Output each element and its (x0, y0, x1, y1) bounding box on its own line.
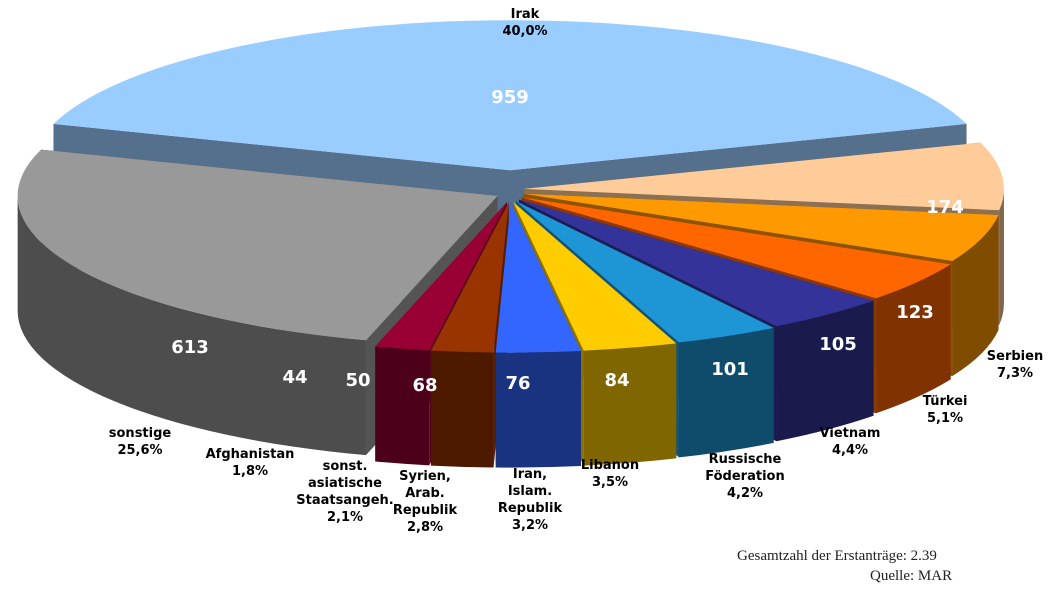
category-label: Syrien, Arab. Republik (393, 469, 458, 518)
slice-top (521, 197, 951, 299)
category-label: sonst. asiatische Staatsangeh. (296, 459, 393, 508)
share-label: 1,8% (232, 464, 268, 479)
share-label: 40,0% (502, 24, 547, 39)
pie (17, 20, 1004, 468)
slice-side (776, 300, 874, 442)
slice-side (952, 215, 999, 376)
count-label: 84 (604, 370, 629, 391)
count-label: 44 (282, 367, 307, 388)
share-label: 2,1% (327, 510, 363, 525)
category-label: Vietnam (820, 426, 881, 441)
slice-side (999, 188, 1004, 326)
total-note: Gesamtzahl der Erstanträge: 2.39 (737, 548, 937, 564)
category-label: Russische Föderation (705, 452, 784, 484)
source-note: Quelle: MAR (870, 568, 952, 584)
slice-top (516, 201, 774, 343)
count-label: 50 (345, 370, 370, 391)
slice-side (495, 350, 582, 468)
slice-top (519, 199, 874, 327)
slice-top (17, 149, 498, 341)
count-label: 123 (896, 302, 934, 323)
slice-side (678, 327, 774, 458)
share-label: 25,6% (117, 443, 162, 458)
slice-side (876, 264, 951, 414)
category-label: Iran, Islam. Republik (498, 467, 563, 516)
slice-side (375, 346, 430, 466)
share-label: 2,8% (407, 520, 443, 535)
category-label: Serbien (987, 349, 1043, 364)
slice-top (375, 202, 507, 351)
count-label: 68 (412, 375, 437, 396)
share-label: 3,5% (592, 475, 628, 490)
share-label: 5,1% (927, 411, 963, 426)
slice-side (583, 343, 677, 466)
slice-top (430, 202, 509, 353)
category-label: Afghanistan (206, 447, 295, 462)
category-label: Libanon (581, 458, 639, 473)
count-label: 76 (505, 373, 530, 394)
slice-top (523, 193, 999, 261)
count-label: 174 (926, 197, 964, 218)
slice-side (430, 350, 494, 468)
category-label: sonstige (109, 426, 172, 441)
slice-side (17, 195, 366, 456)
count-label: 105 (819, 334, 857, 355)
share-label: 4,4% (832, 443, 868, 458)
slice-top (495, 202, 582, 353)
count-label: 101 (711, 359, 749, 380)
share-label: 4,2% (727, 486, 763, 501)
slice-top (53, 20, 967, 171)
count-label: 959 (491, 87, 529, 108)
slice-top (513, 202, 677, 351)
category-label: Irak (511, 7, 540, 22)
count-label: 613 (171, 337, 209, 358)
share-label: 3,2% (512, 518, 548, 533)
category-label: Türkei (923, 394, 968, 409)
slice-top (523, 142, 1004, 211)
share-label: 7,3% (997, 366, 1033, 381)
